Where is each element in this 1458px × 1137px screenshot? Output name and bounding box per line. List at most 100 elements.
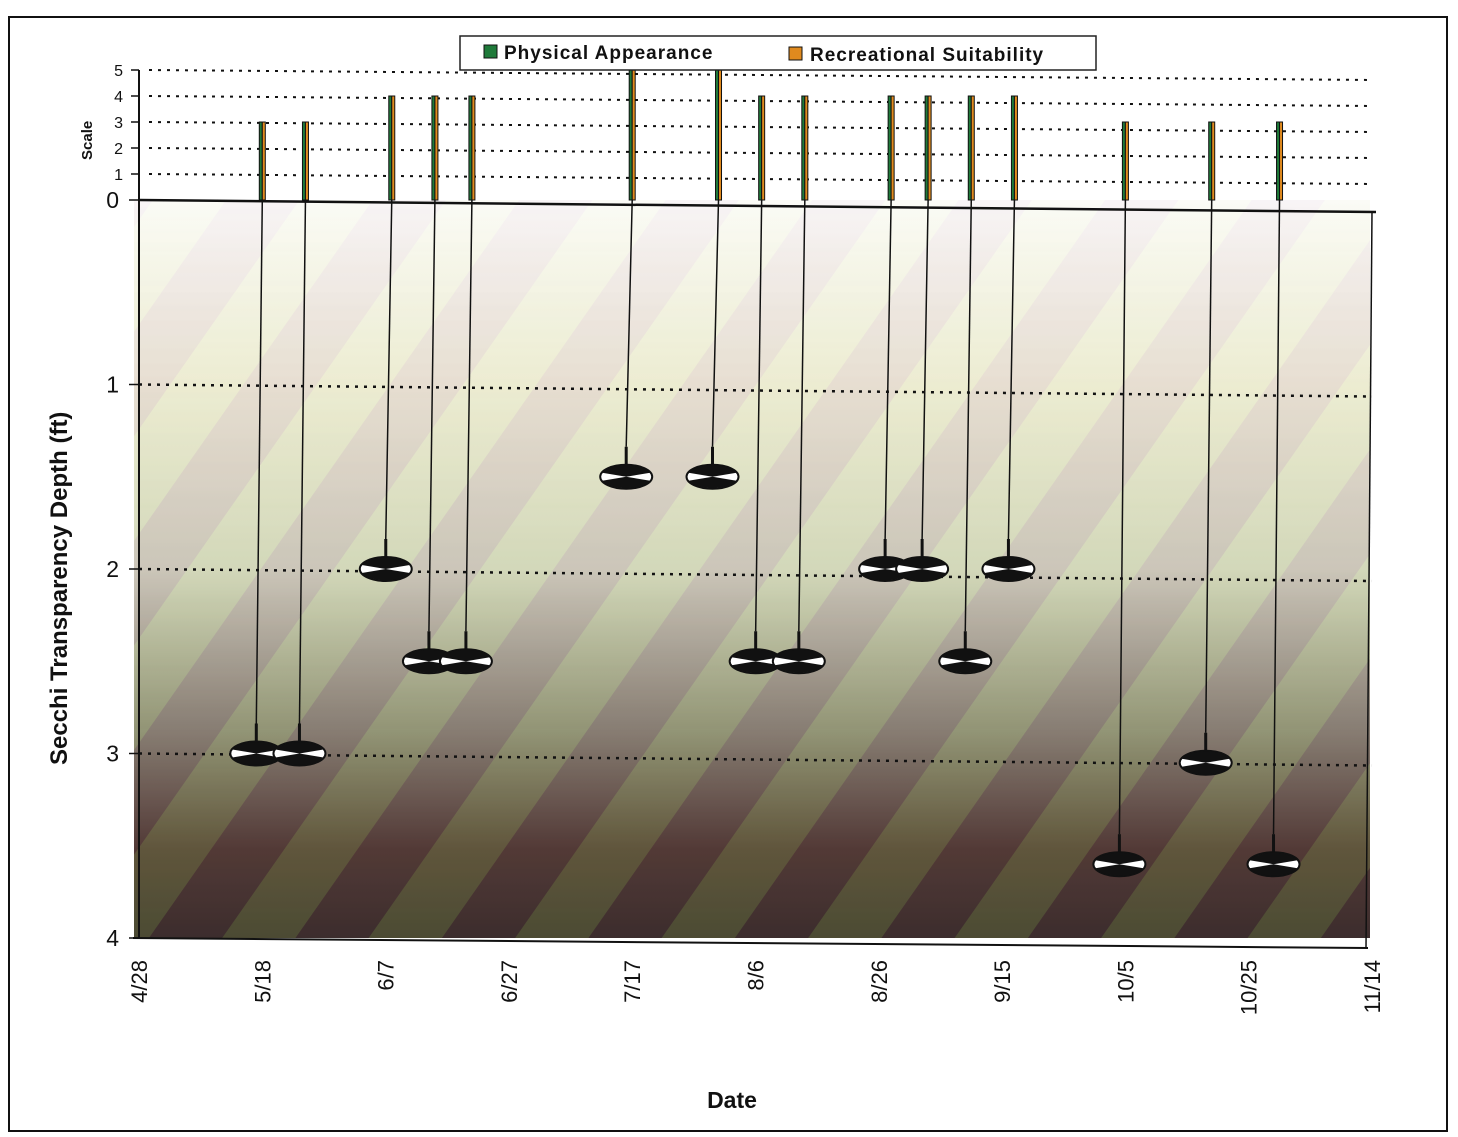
y-tick-label: 4 [106,925,119,951]
x-axis-title: Date [707,1087,757,1113]
gridline-depth [138,752,1373,767]
bar-recreational-suitability [434,95,439,201]
legend-box [459,35,1097,71]
y-tick-label: 2 [106,556,119,582]
secchi-disk-quadrant-bottom [232,753,281,765]
secchi-disk-quadrant-top [1095,852,1144,865]
secchi-point [438,95,493,675]
secchi-point [272,121,327,767]
tick-labels: 0 1 2 3 4 1 2 3 4 5 4/28 5/18 6/7 6/27 7/17 8/6 8/26 9/15… [106,63,1385,1015]
secchi-disk-quadrant-top [441,649,490,662]
secchi-disk-quadrant-bottom [984,569,1033,581]
right-axis-line [1365,211,1373,949]
secchi-disk-quadrant-bottom [731,661,780,673]
secchi-disk-quadrant-top [898,557,947,569]
secchi-disk-quadrant-top [984,557,1033,569]
x-tick-label: 7/17 [620,960,645,1003]
secchi-cord [255,199,264,724]
gridline-scale [148,121,1373,133]
secchi-cord [385,199,393,540]
secchi-point [1092,121,1147,878]
x-tick-label: 8/6 [744,960,769,991]
scale-axis-title: Scale [79,121,96,160]
x-tick-label: 6/7 [374,960,399,991]
secchi-point [1178,121,1233,776]
secchi-point [685,69,740,490]
secchi-cord [1204,199,1213,733]
secchi-cord [964,199,973,632]
secchi-point [981,95,1036,582]
secchi-point [1246,121,1301,878]
secchi-disk-quadrant-top [774,649,823,662]
secchi-disk-quadrant-top [731,649,780,662]
bar-recreational-suitability [1211,121,1216,201]
x-tick-label: 10/5 [1113,960,1138,1003]
scale-tick-label: 1 [114,167,123,184]
bar-recreational-suitability [1124,121,1129,201]
secchi-point [895,95,950,582]
secchi-cord [1007,199,1016,540]
secchi-disk-quadrant-top [1181,751,1230,763]
secchi-disk-quadrant-bottom [602,476,651,489]
water-stripes [134,200,1370,938]
bar-recreational-suitability [927,95,932,201]
legend-label-recreational: Recreational Suitability [810,45,1044,66]
secchi-cord [754,199,763,632]
x-tick-label: 10/25 [1237,960,1262,1015]
bar-recreational-suitability [761,95,766,201]
secchi-cord [1118,199,1127,835]
bar-recreational-suitability [970,95,975,201]
secchi-disk-quadrant-bottom [688,476,737,489]
scale-tick-label: 2 [114,141,123,158]
bar-recreational-suitability [304,121,309,201]
y-axis-title: Secchi Transparency Depth (ft) [46,412,73,765]
x-tick-label: 5/18 [250,960,275,1003]
secchi-point [938,95,993,675]
y-tick-label: 0 [106,187,119,213]
secchi-cord [1272,199,1281,835]
secchi-cord [428,199,436,632]
bar-recreational-suitability [1013,95,1018,201]
scale-tick-label: 4 [114,89,123,106]
scale-tick-label: 5 [114,63,123,80]
secchi-disk-quadrant-bottom [941,661,990,673]
gridline-depth [138,383,1373,398]
x-tick-label: 9/15 [990,960,1015,1003]
x-tick-label: 8/26 [867,960,892,1003]
secchi-disk-quadrant-bottom [1095,864,1144,876]
legend-swatch-recreational [788,46,803,61]
y-tick-label: 3 [106,741,119,767]
legend-label-physical: Physical Appearance [504,43,713,64]
secchi-disk-quadrant-top [941,649,990,662]
secchi-cord [884,199,892,540]
secchi-disk-quadrant-top [1249,852,1298,865]
y-tick-label: 1 [106,372,119,398]
secchi-cord [798,199,806,632]
secchi-cord [625,199,633,447]
secchi-disk-quadrant-top [232,742,281,754]
data-marks [229,69,1301,878]
gridline-depth [138,567,1373,583]
secchi-disk-quadrant-top [602,465,651,477]
secchi-cord [711,199,720,447]
axes [132,70,1377,949]
secchi-disk-quadrant-bottom [774,661,823,673]
legend: Physical Appearance Recreational Suitabi… [459,35,1097,71]
bar-recreational-suitability [1279,121,1284,201]
bar-recreational-suitability [631,69,636,201]
x-tick-label: 6/27 [497,960,522,1003]
secchi-disk-quadrant-bottom [1249,864,1298,876]
secchi-disk-quadrant-top [361,557,410,569]
secchi-cord [298,199,307,724]
secchi-cord [921,199,929,540]
bar-recreational-suitability [261,121,266,201]
secchi-disk-quadrant-bottom [275,753,324,765]
scale-tick-label: 3 [114,115,123,132]
gridline-scale [148,147,1373,159]
x-tick-label: 11/14 [1360,960,1385,1013]
gridlines [138,69,1373,767]
gridline-scale [148,69,1373,81]
gridline-scale [148,173,1373,185]
bar-recreational-suitability [718,69,723,201]
